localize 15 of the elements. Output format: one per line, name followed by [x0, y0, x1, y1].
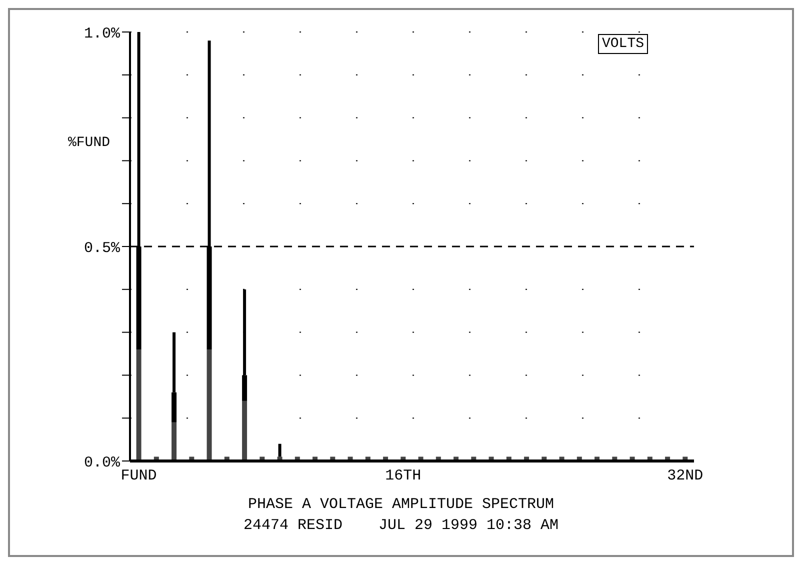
x-tick-label: FUND	[120, 468, 157, 485]
text: 24474 RESID JUL 29 1999 10:38 AM	[242, 517, 560, 534]
bar	[172, 422, 177, 461]
x-tick-label: 32ND	[667, 468, 704, 485]
annotation: VOLTS	[598, 34, 648, 54]
y-axis-title: %FUND	[68, 135, 110, 151]
y-tick-label: 0.5%	[84, 240, 121, 257]
bar	[242, 400, 248, 461]
bar	[136, 349, 142, 461]
y-tick-label: 0.0%	[84, 454, 121, 472]
text: PHASE A VOLTAGE AMPLITUDE SPECTRUM	[246, 496, 556, 513]
y-tick-label: 1.0%	[84, 25, 121, 42]
bar	[206, 349, 212, 461]
bar	[278, 444, 282, 457]
x-tick-label: 16TH	[385, 468, 422, 485]
